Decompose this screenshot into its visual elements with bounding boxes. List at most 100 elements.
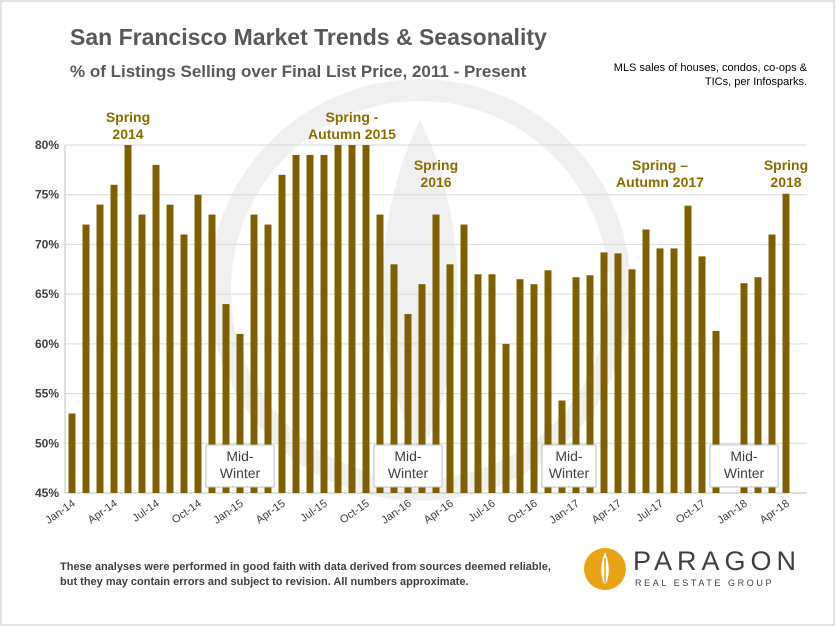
bar-Jul-14 [152,164,160,493]
mid-winter-label: Winter [388,465,429,481]
y-tick-label: 80% [35,138,59,152]
bar-Feb-14 [82,224,90,494]
y-axis-ticks: 45% 50% 55% 60% 65% 70% 75% 80% [35,138,59,500]
annotation-label: Autumn 2015 [308,126,396,142]
mid-winter-label: Winter [220,465,261,481]
bar-Oct-14 [194,194,202,493]
x-tick-label: Oct-17 [674,498,708,527]
annotation-label: Spring [764,157,808,173]
mid-winter-label: Winter [549,465,590,481]
bar-Apr-18 [782,193,790,493]
x-tick-label: Oct-15 [338,498,372,527]
annotation-label: Autumn 2017 [616,174,704,190]
bar-Nov-15 [376,214,384,493]
x-tick-label: Apr-16 [422,498,456,527]
bar-Jun-16 [474,274,482,493]
paragon-logo: PARAGON REAL ESTATE GROUP [580,544,810,596]
x-tick-label: Jan-14 [43,498,77,527]
bar-Feb-16 [418,284,426,493]
x-tick-label: Jul-15 [298,498,329,525]
y-tick-label: 45% [35,486,59,500]
y-tick-label: 75% [35,188,59,202]
bar-Jul-17 [656,248,664,493]
x-tick-label: Apr-14 [86,498,120,527]
mid-winter-box [709,444,779,488]
x-tick-label: Jan-17 [547,498,581,527]
mid-winter-box [373,444,443,488]
x-axis-ticks: Jan-14 Apr-14 Jul-14 Oct-14 Jan-15 Apr-15 Jul-… [43,498,791,527]
bar-Oct-15 [362,145,370,493]
source-note: MLS sales of houses, condos, co-ops & TI… [613,62,807,88]
mid-winter-label: Mid- [730,448,758,464]
x-tick-label: Apr-18 [758,498,792,527]
x-tick-label: Apr-17 [590,498,624,527]
mid-winter-box [541,444,597,488]
x-tick-label: Jul-16 [466,498,497,525]
bar-Nov-16 [544,270,552,493]
y-tick-label: 55% [35,387,59,401]
bar-May-17 [628,269,636,493]
chart-title: San Francisco Market Trends & Seasonalit… [70,24,547,50]
y-tick-label: 65% [35,287,59,301]
bar-Mar-14 [96,204,104,493]
annotation-label: 2018 [770,174,801,190]
bar-May-16 [460,224,468,494]
bars [68,145,790,494]
bar-Jul-16 [488,274,496,493]
bar-Dec-14 [222,304,230,493]
x-tick-label: Jul-17 [634,498,665,525]
bar-Jun-17 [642,229,650,493]
bar-Jan-15 [236,333,244,493]
bar-Sep-14 [180,234,188,493]
annotation-label: 2016 [420,174,451,190]
bar-Nov-17 [712,330,720,493]
bar-Jun-15 [306,154,314,493]
bar-Sep-16 [516,279,524,493]
bar-Oct-16 [530,284,538,493]
x-tick-label: Apr-15 [254,498,288,527]
mid-winter-label: Winter [724,465,765,481]
bar-Dec-15 [390,264,398,493]
bar-Mar-17 [600,252,608,493]
bar-Apr-15 [278,174,286,494]
bar-Jan-16 [404,314,412,493]
bar-Mar-15 [264,224,272,494]
bar-Aug-14 [166,204,174,493]
annotation-label: Spring [414,157,458,173]
bar-May-15 [292,154,300,493]
bar-Jun-14 [138,214,146,493]
bar-Mar-16 [432,214,440,493]
mid-winter-label: Mid- [394,448,422,464]
bar-Jul-15 [320,154,328,493]
paragon-emblem-icon [584,548,626,590]
bar-Aug-16 [502,343,510,493]
bar-May-14 [124,145,132,493]
bar-Feb-18 [754,277,762,493]
bar-Jan-17 [572,277,580,493]
x-tick-label: Jul-14 [130,498,161,525]
x-tick-label: Oct-16 [506,498,540,527]
x-tick-label: Jan-15 [211,498,245,527]
annotation-label: 2014 [112,126,143,142]
y-tick-label: 60% [35,337,59,351]
bar-Feb-15 [250,214,258,493]
x-tick-label: Jan-16 [379,498,413,527]
annotation-label: Spring – [632,157,688,173]
logo-tagline: REAL ESTATE GROUP [635,578,775,588]
bar-Sep-17 [684,205,692,493]
x-tick-label: Jan-18 [715,498,749,527]
mid-winter-box [205,444,275,488]
disclaimer-text: These analyses were performed in good fa… [60,561,551,588]
y-tick-label: 50% [35,436,59,450]
bar-Mar-18 [768,234,776,493]
bar-Oct-17 [698,256,706,493]
bar-Apr-16 [446,264,454,493]
logo-name: PARAGON [633,546,802,576]
mid-winter-label: Mid- [555,448,583,464]
bar-Jan-14 [68,413,76,493]
bar-Feb-17 [586,275,594,493]
